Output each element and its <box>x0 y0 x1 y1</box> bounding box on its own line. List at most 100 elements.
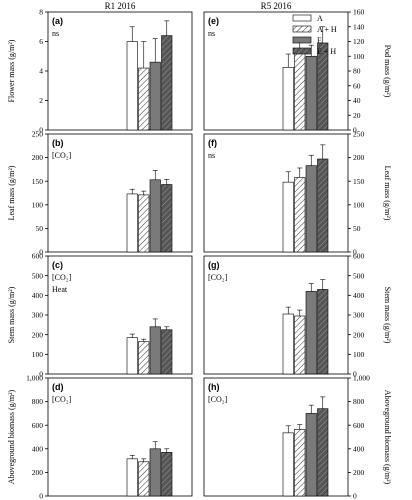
legend-swatch-2 <box>292 25 312 33</box>
significance-annotation: ns <box>208 29 215 38</box>
y-tick-label: 250 <box>353 130 365 139</box>
significance-annotation: [CO₂] <box>52 273 72 282</box>
y-tick-label: 4 <box>39 67 43 76</box>
y-tick-label: 600 <box>32 421 44 430</box>
y-tick-label: 0 <box>39 492 43 500</box>
y-tick-label: 300 <box>32 311 44 320</box>
y-tick-label: 250 <box>32 130 44 139</box>
y-tick-label: 2 <box>39 96 43 105</box>
y-tick-label: 100 <box>353 52 365 61</box>
panel-label: (e) <box>208 16 219 26</box>
bar-c-1 <box>126 337 138 375</box>
bar-c-4 <box>161 329 173 375</box>
y-tick-label: 1,000 <box>353 374 370 383</box>
bar-f-2 <box>294 177 306 253</box>
panel-c: 0 100 200 300 400 500 600 Stem mass (g/m²) (c) [C… <box>7 252 193 379</box>
y-tick-label: 200 <box>32 330 44 339</box>
y-tick-label: 0 <box>39 248 43 257</box>
bar-d-4 <box>161 452 173 497</box>
y-tick-label: 100 <box>32 350 44 359</box>
panel-label: (g) <box>208 260 220 270</box>
y-axis-title: Leaf mass (g/m²) <box>7 165 16 220</box>
y-tick-label: 200 <box>32 468 44 477</box>
y-tick-label: 40 <box>353 96 361 105</box>
y-tick-label: 0 <box>353 248 357 257</box>
panel-b: 0 50 100 150 200 250 Leaf mass (g/m²) (b) [CO₂] <box>7 130 193 257</box>
y-tick-label: 50 <box>353 224 361 233</box>
legend-label-4: E + H <box>317 47 336 56</box>
y-tick-label: 400 <box>32 444 44 453</box>
panel-label: (f) <box>208 138 217 148</box>
y-tick-label: 120 <box>353 37 365 46</box>
bar-f-1 <box>282 181 294 253</box>
y-tick-label: 500 <box>32 271 44 280</box>
y-tick-label: 400 <box>353 291 365 300</box>
y-tick-label: 50 <box>36 224 44 233</box>
legend-swatch-1 <box>292 14 312 22</box>
y-tick-label: 400 <box>32 291 44 300</box>
bar-b-2 <box>138 194 150 253</box>
panel-label: (a) <box>52 16 63 26</box>
y-tick-label: 20 <box>353 111 361 120</box>
panel-e: 0 20 40 60 80 100 120 140 160 Pod mass (g/m²) (e) n… <box>203 8 392 135</box>
legend-label-3: E <box>317 36 322 45</box>
y-tick-label: 600 <box>32 252 44 261</box>
y-tick-label: 6 <box>39 37 43 46</box>
y-tick-label: 80 <box>353 67 361 76</box>
bar-h-3 <box>305 413 317 497</box>
bar-h-2 <box>294 429 306 497</box>
y-tick-label: 100 <box>32 200 44 209</box>
y-tick-label: 0 <box>353 370 357 379</box>
panel-frame <box>203 133 349 253</box>
panel-f: 0 50 100 150 200 250 Leaf mass (g/m²) (f) ns <box>203 130 392 257</box>
y-axis-title: Stem mass (g/m²) <box>383 287 392 344</box>
bar-e-3 <box>305 55 317 131</box>
bar-h-4 <box>317 408 329 497</box>
y-tick-label: 150 <box>32 177 44 186</box>
y-tick-label: 200 <box>353 468 365 477</box>
y-axis-title: Aboveground biomass (g/m²) <box>383 390 392 485</box>
y-tick-label: 300 <box>353 311 365 320</box>
bar-e-4 <box>317 42 329 131</box>
bar-d-3 <box>149 448 161 497</box>
legend-swatch-4 <box>292 47 312 55</box>
panel-h: 0 200 400 600 800 1,000 Aboveground biomass (g… <box>203 374 392 500</box>
panel-label: (h) <box>208 382 220 392</box>
significance-annotation: ns <box>208 151 215 160</box>
significance-annotation: Heat <box>52 285 68 294</box>
y-tick-label: 400 <box>353 444 365 453</box>
y-tick-label: 100 <box>353 350 365 359</box>
significance-annotation: [CO₂] <box>52 151 72 160</box>
panel-label: (c) <box>52 260 63 270</box>
y-tick-label: 0 <box>39 126 43 135</box>
bar-g-2 <box>294 315 306 375</box>
panel-frame <box>47 377 193 497</box>
legend-swatch-3 <box>292 36 312 44</box>
column-title-left: R1 2016 <box>105 1 136 11</box>
bar-h-1 <box>282 432 294 497</box>
y-axis-title: Aboveground biomass (g/m²) <box>7 389 16 484</box>
significance-annotation: [CO₂] <box>208 273 228 282</box>
significance-annotation: [CO₂] <box>208 395 228 404</box>
y-tick-label: 100 <box>353 200 365 209</box>
y-tick-label: 600 <box>353 421 365 430</box>
y-tick-label: 200 <box>353 153 365 162</box>
panel-g: 0 100 200 300 400 500 600 Stem mass (g/m²) (g) [C… <box>203 252 392 379</box>
bar-g-4 <box>317 289 329 375</box>
bar-c-3 <box>149 326 161 375</box>
legend-label-2: A + H <box>317 25 337 34</box>
y-tick-label: 500 <box>353 271 365 280</box>
panel-label: (d) <box>52 382 64 392</box>
bar-d-2 <box>138 461 150 497</box>
y-tick-label: 1,000 <box>26 374 43 383</box>
y-tick-label: 8 <box>39 8 43 17</box>
y-tick-label: 200 <box>353 330 365 339</box>
significance-annotation: ns <box>52 29 59 38</box>
bar-b-4 <box>161 184 173 253</box>
significance-annotation: [CO₂] <box>52 395 72 404</box>
bar-e-2 <box>294 48 306 131</box>
y-tick-label: 200 <box>32 153 44 162</box>
bar-a-2 <box>138 67 150 131</box>
